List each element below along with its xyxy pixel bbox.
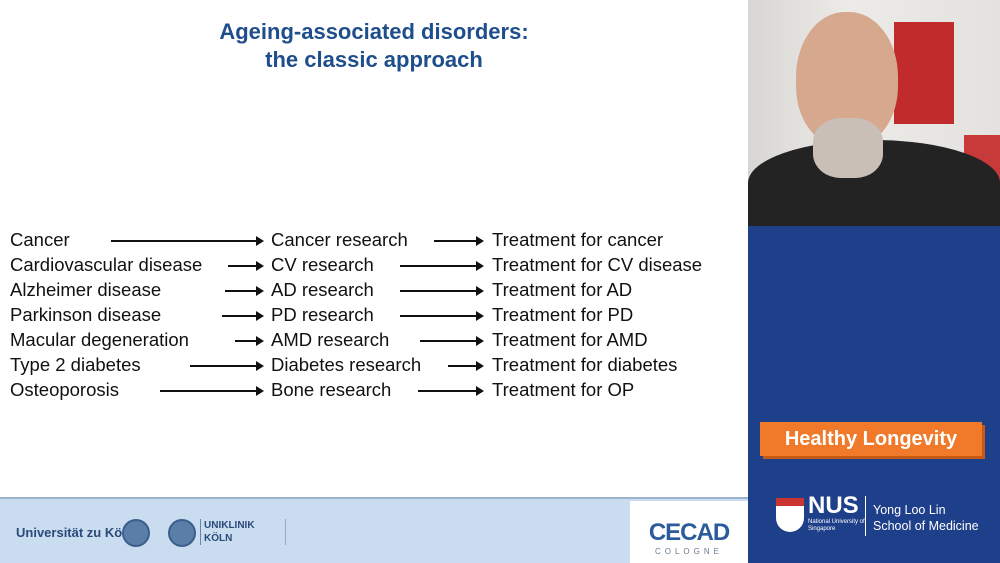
webcam-video xyxy=(748,0,1000,226)
arrow-icon xyxy=(222,311,264,321)
nus-shield-icon xyxy=(776,498,804,532)
treatment: Treatment for AD xyxy=(492,279,633,300)
research: Diabetes research xyxy=(271,354,422,375)
disorder-row: Alzheimer disease AD research Treatment … xyxy=(0,279,748,303)
uniklinik-logo: UNIKLINIK KÖLN xyxy=(200,519,286,545)
school-name: Yong Loo Lin School of Medicine xyxy=(873,502,979,534)
treatment: Treatment for cancer xyxy=(492,229,664,250)
arrow-icon xyxy=(190,361,264,371)
disorder: Osteoporosis xyxy=(10,379,119,400)
treatment: Treatment for AMD xyxy=(492,329,648,350)
cecad-logo: CECAD COLOGNE xyxy=(630,501,748,563)
arrow-icon xyxy=(160,386,264,396)
research: CV research xyxy=(271,254,374,275)
school-line: School of Medicine xyxy=(873,519,979,533)
disorder: Cardiovascular disease xyxy=(10,254,203,275)
disorder-row: Cancer Cancer research Treatment for can… xyxy=(0,229,748,253)
uni-koeln-label: Universität zu Köln xyxy=(16,525,134,540)
arrow-icon xyxy=(235,336,264,346)
uniklinik-seal-icon xyxy=(168,519,196,547)
wall-art xyxy=(894,22,954,124)
nus-logo-text: NUS xyxy=(808,492,859,519)
slide-title: Ageing-associated disorders: the classic… xyxy=(0,18,748,74)
branding-panel: Healthy Longevity NUS National Universit… xyxy=(748,226,1000,563)
disorder-row: Osteoporosis Bone research Treatment for… xyxy=(0,379,748,403)
title-line: Ageing-associated disorders: xyxy=(219,19,529,44)
cecad-sub: COLOGNE xyxy=(654,547,723,556)
disorder: Alzheimer disease xyxy=(10,279,162,300)
disorder: Macular degeneration xyxy=(10,329,189,350)
uni-seal-icon xyxy=(122,519,150,547)
arrow-icon xyxy=(448,361,484,371)
title-line: the classic approach xyxy=(265,47,483,72)
slide-footer: Universität zu Köln UNIKLINIK KÖLN CECAD C… xyxy=(0,497,748,563)
arrow-icon xyxy=(418,386,484,396)
research: Bone research xyxy=(271,379,392,400)
healthy-longevity-badge: Healthy Longevity xyxy=(760,422,982,456)
presentation-slide: Ageing-associated disorders: the classic… xyxy=(0,18,748,563)
disorder: Parkinson disease xyxy=(10,304,162,325)
treatment: Treatment for PD xyxy=(492,304,634,325)
arrow-icon xyxy=(434,236,484,246)
research: Cancer research xyxy=(271,229,408,250)
arrow-icon xyxy=(420,336,484,346)
treatment: Treatment for CV disease xyxy=(492,254,703,275)
disorder: Cancer xyxy=(10,229,70,250)
disorder-row: Cardiovascular disease CV research Treat… xyxy=(0,254,748,278)
disorder-row: Type 2 diabetes Diabetes research Treatm… xyxy=(0,354,748,378)
school-line: Yong Loo Lin xyxy=(873,503,946,517)
disorder: Type 2 diabetes xyxy=(10,354,141,375)
divider xyxy=(865,496,866,536)
uniklinik-text: UNIKLINIK xyxy=(204,520,255,531)
treatment: Treatment for OP xyxy=(492,379,635,400)
cecad-text: CECAD xyxy=(648,519,730,546)
arrow-icon xyxy=(225,286,264,296)
research: AD research xyxy=(271,279,374,300)
disorder-row: Parkinson disease PD research Treatment … xyxy=(0,304,748,328)
research: PD research xyxy=(271,304,374,325)
nus-subtitle: National University of Singapore xyxy=(808,519,865,532)
arrow-icon xyxy=(400,286,484,296)
arrow-icon xyxy=(400,311,484,321)
uniklinik-text: KÖLN xyxy=(204,533,233,544)
research: AMD research xyxy=(271,329,390,350)
arrow-icon xyxy=(111,236,264,246)
arrow-icon xyxy=(400,261,484,271)
speaker-beard xyxy=(813,118,883,178)
treatment: Treatment for diabetes xyxy=(492,354,678,375)
disorder-row: Macular degeneration AMD research Treatm… xyxy=(0,329,748,353)
arrow-icon xyxy=(228,261,264,271)
